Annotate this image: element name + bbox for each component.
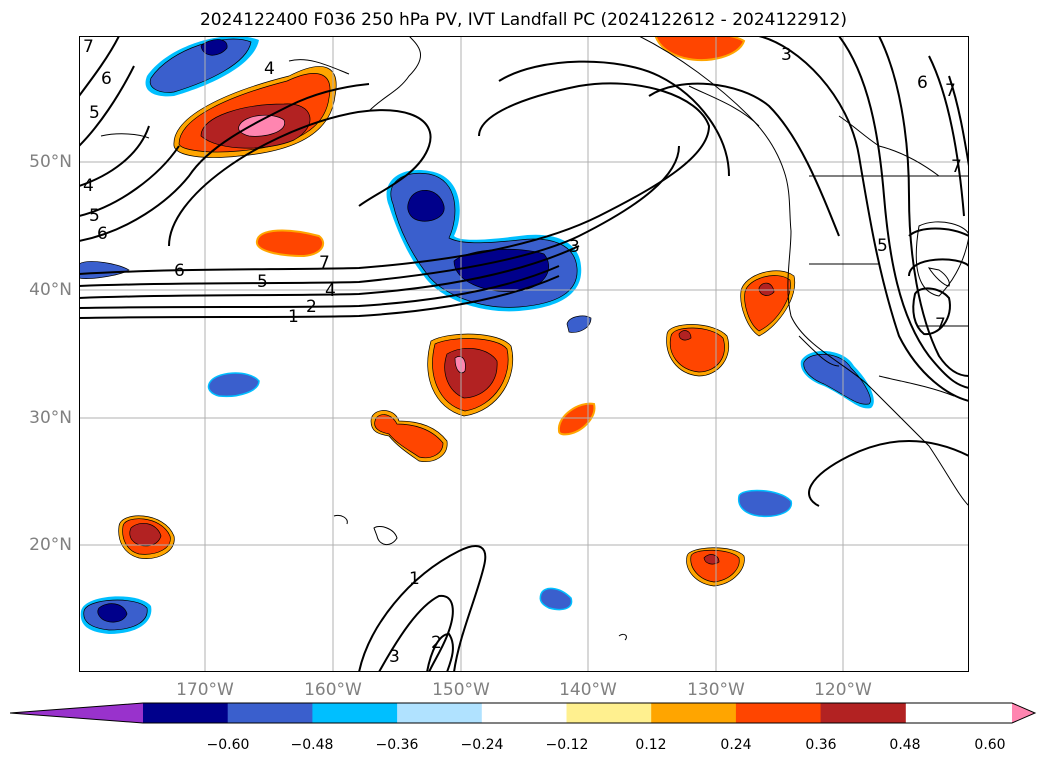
colorbar-tick-label: 0.60	[974, 737, 1006, 753]
colorbar-segment	[397, 703, 483, 723]
contour-label: 1	[409, 569, 420, 589]
coastlines	[100, 36, 969, 641]
positive-anomaly-top	[654, 36, 746, 62]
contour-label: 7	[83, 37, 94, 57]
lon-label-120w: 120°W	[814, 680, 872, 700]
contour-label: 6	[917, 73, 928, 93]
lon-label-170w: 170°W	[176, 680, 234, 700]
colorbar-segment	[651, 703, 737, 723]
contour-label: 3	[781, 45, 792, 65]
lat-label-50n: 50°N	[29, 152, 72, 172]
negative-anomaly-small-1	[566, 315, 592, 333]
contour-label: 3	[389, 647, 400, 667]
negative-anomaly-small-2	[207, 372, 260, 398]
contour-label: 4	[264, 59, 275, 79]
contour-label: 1	[288, 307, 299, 327]
contour-label: 7	[945, 81, 956, 101]
contour-label: 7	[951, 157, 962, 177]
negative-anomaly-small-4	[539, 587, 573, 611]
colorbar-tick-label: 0.24	[720, 737, 752, 753]
contour-label: 7	[319, 253, 330, 273]
contour-label: 2	[431, 633, 442, 653]
gridlines	[79, 36, 969, 672]
map-panel: 7 6 5 4 5 6 4 6 5 4 2 1 7 3 3 6 7 7 5 7 …	[79, 36, 969, 672]
contour-label: 6	[97, 224, 108, 244]
lon-label-130w: 130°W	[687, 680, 745, 700]
colorbar-segment	[312, 703, 398, 723]
negative-anomaly-small-3	[737, 489, 793, 518]
lon-label-140w: 140°W	[559, 680, 617, 700]
positive-anomaly-small-1	[256, 229, 325, 258]
colorbar-tick-label: −0.24	[460, 737, 504, 753]
positive-anomaly-center	[427, 333, 514, 417]
lat-label-40n: 40°N	[29, 280, 72, 300]
colorbar-segment	[481, 703, 567, 723]
lon-label-150w: 150°W	[432, 680, 490, 700]
negative-anomaly-nw	[145, 36, 259, 97]
lon-label-160w: 160°W	[304, 680, 362, 700]
colorbar-segment	[143, 703, 229, 723]
colorbar-extend-high	[1012, 703, 1035, 723]
colorbar-tick-label: 0.36	[805, 737, 837, 753]
map-title: 2024122400 F036 250 hPa PV, IVT Landfall…	[199, 10, 847, 30]
contour-label: 5	[257, 272, 268, 292]
colorbar-segments	[10, 703, 1035, 723]
contour-label: 5	[877, 236, 888, 256]
contour-label: 6	[174, 261, 185, 281]
pv-ivt-map: 7 6 5 4 5 6 4 6 5 4 2 1 7 3 3 6 7 7 5 7 …	[79, 36, 969, 672]
colorbar-segment	[735, 703, 822, 723]
shaded-anomalies	[79, 36, 874, 634]
lat-label-20n: 20°N	[29, 535, 72, 555]
lat-label-30n: 30°N	[29, 408, 72, 428]
contour-label: 5	[89, 206, 100, 226]
colorbar-tick-label: −0.60	[206, 737, 250, 753]
colorbar-tick-label: −0.48	[290, 737, 334, 753]
map-frame	[79, 36, 969, 672]
positive-anomaly-small-3	[686, 547, 745, 587]
contour-label: 5	[89, 103, 100, 123]
contour-labels: 7 6 5 4 5 6 4 6 5 4 2 1 7 3 3 6 7 7 5 7 …	[83, 37, 962, 667]
positive-anomaly-south	[370, 410, 448, 462]
contour-label: 3	[569, 237, 580, 257]
colorbar-extend-low	[10, 703, 143, 723]
colorbar	[10, 702, 1037, 724]
negative-anomaly-sw	[80, 596, 152, 634]
contour-label: 4	[83, 176, 94, 196]
colorbar-tick-label: 0.48	[889, 737, 921, 753]
colorbar-outline	[10, 702, 1037, 724]
contour-label: 6	[101, 69, 112, 89]
colorbar-tick-label: 0.12	[635, 737, 667, 753]
negative-anomaly-coast	[800, 350, 874, 409]
colorbar-segment	[820, 703, 906, 723]
contour-label: 2	[306, 297, 317, 317]
colorbar-segment	[227, 703, 313, 723]
pv-contours	[79, 36, 969, 672]
contour-label: 7	[935, 315, 946, 335]
contour-label: 4	[325, 281, 336, 301]
colorbar-segment	[566, 703, 652, 723]
colorbar-tick-label: −0.12	[545, 737, 589, 753]
positive-anomaly-130w	[666, 324, 729, 377]
colorbar-tick-label: −0.36	[375, 737, 419, 753]
